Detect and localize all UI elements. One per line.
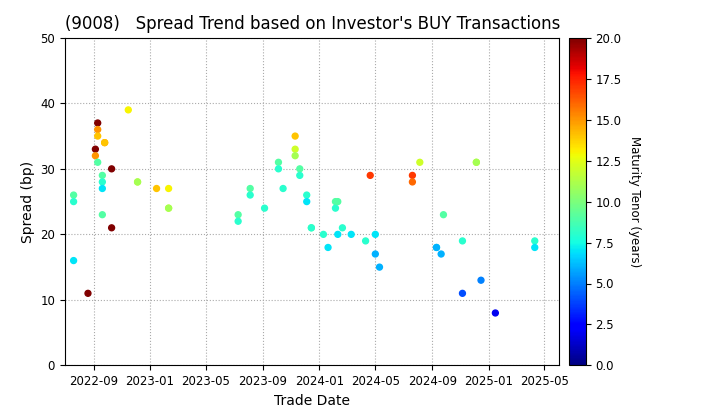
Point — [471, 159, 482, 165]
Point — [301, 192, 312, 198]
Point — [89, 146, 101, 152]
Point — [337, 224, 348, 231]
Point — [471, 159, 482, 165]
Point — [414, 159, 426, 165]
Point — [438, 211, 449, 218]
Point — [456, 238, 468, 244]
Point — [106, 165, 117, 172]
Point — [369, 251, 381, 257]
Point — [436, 251, 447, 257]
Point — [431, 244, 442, 251]
Text: (9008)   Spread Trend based on Investor's BUY Transactions: (9008) Spread Trend based on Investor's … — [65, 16, 560, 34]
Point — [96, 172, 108, 179]
Point — [431, 244, 442, 251]
Point — [68, 192, 79, 198]
Point — [301, 198, 312, 205]
Point — [163, 185, 174, 192]
Y-axis label: Maturity Tenor (years): Maturity Tenor (years) — [628, 136, 641, 267]
Point — [305, 224, 317, 231]
Point — [289, 152, 301, 159]
Point — [132, 178, 143, 185]
Point — [68, 257, 79, 264]
Point — [323, 244, 334, 251]
Point — [456, 290, 468, 297]
Point — [407, 172, 418, 179]
Point — [289, 146, 301, 152]
Point — [529, 238, 541, 244]
Point — [244, 192, 256, 198]
Point — [277, 185, 289, 192]
Point — [122, 107, 134, 113]
Point — [233, 211, 244, 218]
Point — [244, 185, 256, 192]
Point — [364, 172, 376, 179]
Point — [99, 139, 110, 146]
Point — [106, 224, 117, 231]
Point — [407, 178, 418, 185]
Point — [374, 264, 385, 270]
Point — [289, 133, 301, 139]
Point — [490, 310, 501, 316]
Point — [233, 218, 244, 225]
Point — [92, 133, 104, 139]
Point — [99, 139, 110, 146]
Point — [369, 231, 381, 238]
Point — [163, 205, 174, 212]
Point — [294, 165, 305, 172]
Point — [305, 224, 317, 231]
Point — [92, 120, 104, 126]
Point — [150, 185, 162, 192]
Point — [273, 159, 284, 165]
Point — [92, 159, 104, 165]
Point — [332, 198, 343, 205]
Point — [96, 185, 108, 192]
Point — [475, 277, 487, 284]
Point — [529, 244, 541, 251]
Point — [89, 152, 101, 159]
Point — [330, 198, 341, 205]
Point — [346, 231, 357, 238]
Point — [318, 231, 329, 238]
Point — [273, 165, 284, 172]
Point — [96, 211, 108, 218]
Point — [332, 231, 343, 238]
Point — [360, 238, 372, 244]
X-axis label: Trade Date: Trade Date — [274, 394, 350, 408]
Point — [330, 205, 341, 212]
Point — [258, 205, 270, 212]
Point — [82, 290, 94, 297]
Point — [68, 198, 79, 205]
Point — [294, 172, 305, 179]
Point — [92, 126, 104, 133]
Point — [163, 205, 174, 212]
Point — [96, 178, 108, 185]
Point — [132, 178, 143, 185]
Y-axis label: Spread (bp): Spread (bp) — [21, 160, 35, 243]
